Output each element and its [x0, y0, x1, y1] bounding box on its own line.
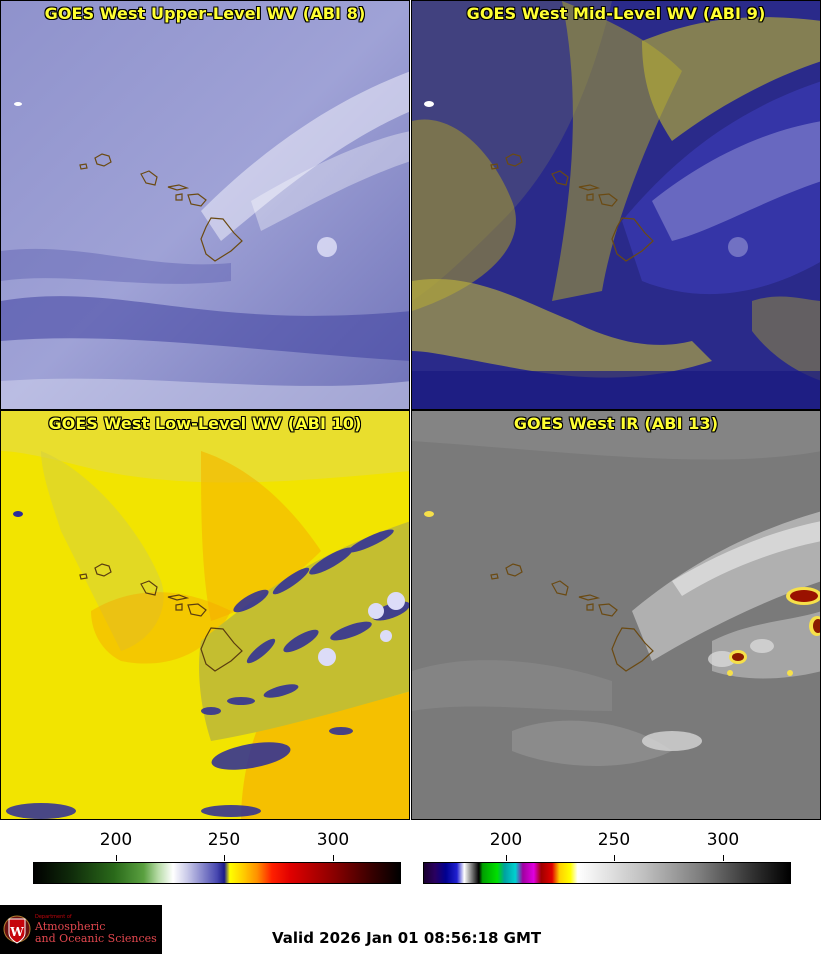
- mid-level-wv-panel: GOES West Mid-Level WV (ABI 9): [411, 0, 821, 410]
- ir-tick-mark-300: [723, 855, 724, 861]
- logo-name-line1: Atmospheric: [35, 920, 106, 933]
- panel-title-ir: GOES West IR (ABI 13): [513, 414, 719, 433]
- low-level-wv-image: [1, 411, 409, 819]
- logo-department: Department of: [35, 914, 72, 920]
- panel-title-low-wv: GOES West Low-Level WV (ABI 10): [48, 414, 362, 433]
- ir-image: [412, 411, 820, 819]
- ir-colorbar-gradient: [423, 862, 791, 884]
- wv-tick-label-300: 300: [316, 830, 350, 850]
- ir-tick-mark-250: [614, 855, 615, 861]
- svg-text:W: W: [9, 925, 24, 939]
- low-level-wv-panel: GOES West Low-Level WV (ABI 10): [0, 410, 410, 820]
- upper-level-wv-panel: GOES West Upper-Level WV (ABI 8): [0, 0, 410, 410]
- ir-tick-mark-200: [506, 855, 507, 861]
- mid-level-wv-image: [412, 1, 820, 409]
- ir-panel: GOES West IR (ABI 13): [411, 410, 821, 820]
- logo-name-line2: and Oceanic Sciences: [35, 932, 157, 945]
- wv-colorbar-gradient: [33, 862, 401, 884]
- panel-title-mid-wv: GOES West Mid-Level WV (ABI 9): [466, 4, 766, 23]
- wv-tick-label-250: 250: [207, 830, 241, 850]
- wv-tick-mark-300: [333, 855, 334, 861]
- upper-level-wv-image: [1, 1, 409, 409]
- uw-crest-icon: W: [3, 915, 31, 944]
- wv-tick-mark-250: [224, 855, 225, 861]
- ir-tick-label-200: 200: [489, 830, 523, 850]
- valid-time-label: Valid 2026 Jan 01 08:56:18 GMT: [272, 929, 542, 947]
- wv-tick-mark-200: [116, 855, 117, 861]
- ir-colorbar: 200 250 300: [423, 824, 791, 886]
- wv-colorbar: 200 250 300: [33, 824, 401, 886]
- aos-logo: W Department of Atmospheric and Oceanic …: [0, 905, 162, 954]
- ir-tick-label-250: 250: [597, 830, 631, 850]
- ir-tick-label-300: 300: [706, 830, 740, 850]
- wv-tick-label-200: 200: [99, 830, 133, 850]
- panel-title-upper-wv: GOES West Upper-Level WV (ABI 8): [44, 4, 366, 23]
